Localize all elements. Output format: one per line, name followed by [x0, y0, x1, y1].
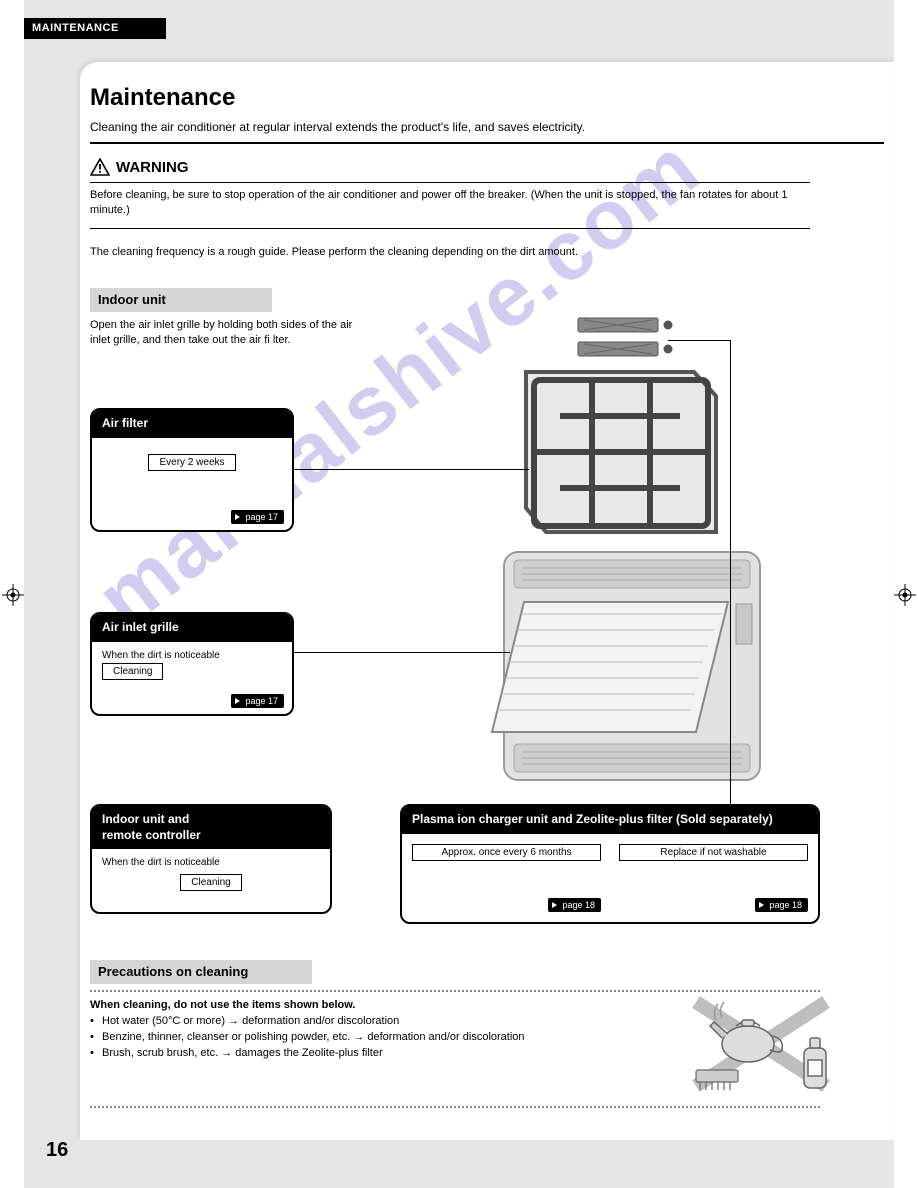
warning-text: Before cleaning, be sure to stop operati… [90, 188, 810, 229]
divider [90, 142, 884, 144]
content-panel: manualshive.com Maintenance Cleaning the… [80, 62, 894, 1140]
section-tab: MAINTENANCE [24, 18, 166, 39]
frequency-box: Every 2 weeks [148, 454, 235, 471]
see-page-tag: page 17 [231, 510, 284, 524]
frequency-box: Cleaning [180, 874, 241, 891]
see-page-tag: page 17 [231, 694, 284, 708]
card-subtext: When the dirt is noticeable [102, 650, 282, 661]
leader-line [730, 340, 731, 804]
page-subtitle: Cleaning the air conditioner at regular … [90, 120, 585, 134]
card-body: When the dirt is noticeable Cleaning [92, 849, 330, 899]
indoor-unit-remote-card: Indoor unit and remote controller When t… [90, 804, 332, 914]
bullet-item: Hot water (50°C or more) → deformation a… [90, 1014, 650, 1030]
card-title: Air filter [92, 410, 292, 438]
warning-row: WARNING [90, 158, 189, 176]
card-title: Plasma ion charger unit and Zeolite-plus… [402, 806, 818, 834]
dotted-divider [90, 990, 820, 992]
card-title: Indoor unit and remote controller [92, 806, 330, 849]
card-body: Every 2 weeks [92, 438, 292, 479]
card-subtext: When the dirt is noticeable [102, 857, 320, 868]
card-title: Air inlet grille [92, 614, 292, 642]
leader-line [294, 469, 529, 470]
frequency-box: Approx. once every 6 months [412, 844, 601, 861]
plasma-zeolite-card: Plasma ion charger unit and Zeolite-plus… [400, 804, 820, 924]
see-page-tag: page 18 [548, 898, 601, 912]
warning-icon [90, 158, 110, 176]
exploded-diagram [396, 312, 816, 792]
card-column: Replace if not washable page 18 [619, 840, 808, 910]
air-filter-card: Air filter Every 2 weeks page 17 [90, 408, 294, 532]
indoor-unit-header: Indoor unit [90, 288, 272, 312]
bullet-item: Brush, scrub brush, etc. → damages the Z… [90, 1046, 650, 1062]
frequency-box: Replace if not washable [619, 844, 808, 861]
page-number: 16 [46, 1139, 68, 1162]
frequency-note: The cleaning frequency is a rough guide.… [90, 246, 578, 258]
registration-mark-icon [894, 584, 916, 606]
precautions-header: Precautions on cleaning [90, 960, 312, 984]
registration-mark-icon [2, 584, 24, 606]
leader-line [294, 652, 510, 653]
frequency-box: Cleaning [102, 663, 163, 680]
precautions-text: When cleaning, do not use the items show… [90, 998, 650, 1062]
warning-label: WARNING [116, 159, 189, 176]
card-body: Approx. once every 6 months page 18 Repl… [402, 834, 818, 918]
indoor-unit-caption: Open the air inlet grille by holding bot… [90, 318, 370, 349]
page-title: Maintenance [90, 84, 235, 112]
air-inlet-grille-card: Air inlet grille When the dirt is notice… [90, 612, 294, 716]
leader-line [668, 340, 730, 341]
warn-divider-top [90, 182, 810, 183]
bullet-item: Benzine, thinner, cleanser or polishing … [90, 1030, 650, 1046]
see-page-tag: page 18 [755, 898, 808, 912]
do-not-use-illustration [686, 994, 836, 1094]
card-body: When the dirt is noticeable Cleaning [92, 642, 292, 688]
dotted-divider [90, 1106, 820, 1108]
card-column: Approx. once every 6 months page 18 [412, 840, 601, 910]
precautions-lead: When cleaning, do not use the items show… [90, 998, 650, 1014]
